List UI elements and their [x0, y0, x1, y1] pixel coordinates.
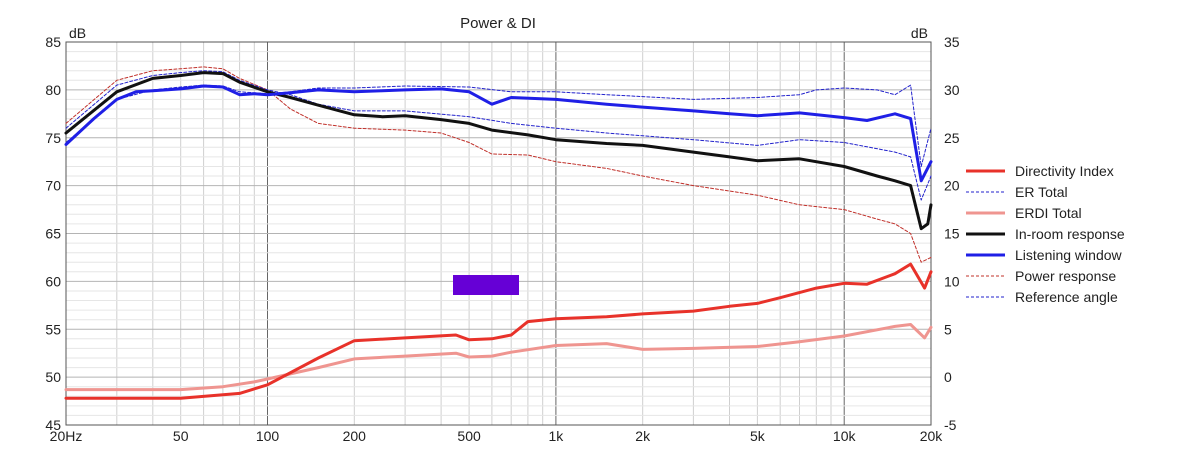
right-tick-label: 30 — [944, 82, 960, 98]
left-tick-label: 75 — [45, 130, 61, 146]
x-tick-label: 10k — [833, 428, 857, 444]
legend-label: Power response — [1015, 268, 1116, 284]
left-axis-unit: dB — [69, 25, 86, 41]
plot-frame — [65, 41, 932, 426]
left-tick-label: 80 — [45, 82, 61, 98]
legend-label: Directivity Index — [1015, 163, 1114, 179]
x-tick-label: 500 — [457, 428, 481, 444]
right-tick-label: 15 — [944, 226, 960, 242]
x-tick-label: 1k — [549, 428, 565, 444]
axis-labels: 45 50 55 60 65 70 75 80 85 -5 0 5 10 15 20 25 30 35 20Hz 50… — [45, 34, 959, 444]
redaction-mark — [453, 275, 519, 295]
series-line-er-total — [65, 70, 932, 201]
series-line-in-room-response — [64, 71, 933, 231]
series-line-power-response — [65, 66, 932, 263]
legend-label: Reference angle — [1015, 289, 1118, 305]
left-tick-label: 60 — [45, 273, 61, 289]
right-tick-label: -5 — [944, 417, 957, 433]
right-tick-label: 35 — [944, 34, 960, 50]
legend-label: In-room response — [1015, 226, 1125, 242]
right-axis-unit: dB — [911, 25, 928, 41]
left-tick-label: 50 — [45, 369, 61, 385]
left-tick-label: 70 — [45, 178, 61, 194]
series-line-listening-window — [64, 84, 933, 183]
legend-label: ERDI Total — [1015, 205, 1082, 221]
series-line-directivity-index — [64, 262, 933, 400]
right-tick-label: 5 — [944, 321, 952, 337]
legend-label: ER Total — [1015, 184, 1068, 200]
left-tick-label: 45 — [45, 417, 61, 433]
legend-label: Listening window — [1015, 247, 1123, 263]
right-tick-label: 25 — [944, 130, 960, 146]
x-tick-label: 20Hz — [50, 428, 83, 444]
right-tick-label: 10 — [944, 273, 960, 289]
legend: Directivity Index ER Total ERDI Total In-ro… — [966, 163, 1125, 305]
x-tick-label: 20k — [920, 428, 944, 444]
left-tick-label: 85 — [45, 34, 61, 50]
series-layer — [64, 66, 933, 400]
x-tick-label: 200 — [343, 428, 367, 444]
left-tick-label: 65 — [45, 226, 61, 242]
x-tick-label: 5k — [750, 428, 766, 444]
grid — [65, 41, 932, 426]
series-line-erdi-total — [64, 323, 933, 392]
chart-title: Power & DI — [460, 15, 536, 32]
right-tick-label: 0 — [944, 369, 952, 385]
x-tick-label: 2k — [635, 428, 651, 444]
x-tick-label: 100 — [256, 428, 280, 444]
x-tick-label: 50 — [173, 428, 189, 444]
left-tick-label: 55 — [45, 321, 61, 337]
right-tick-label: 20 — [944, 178, 960, 194]
